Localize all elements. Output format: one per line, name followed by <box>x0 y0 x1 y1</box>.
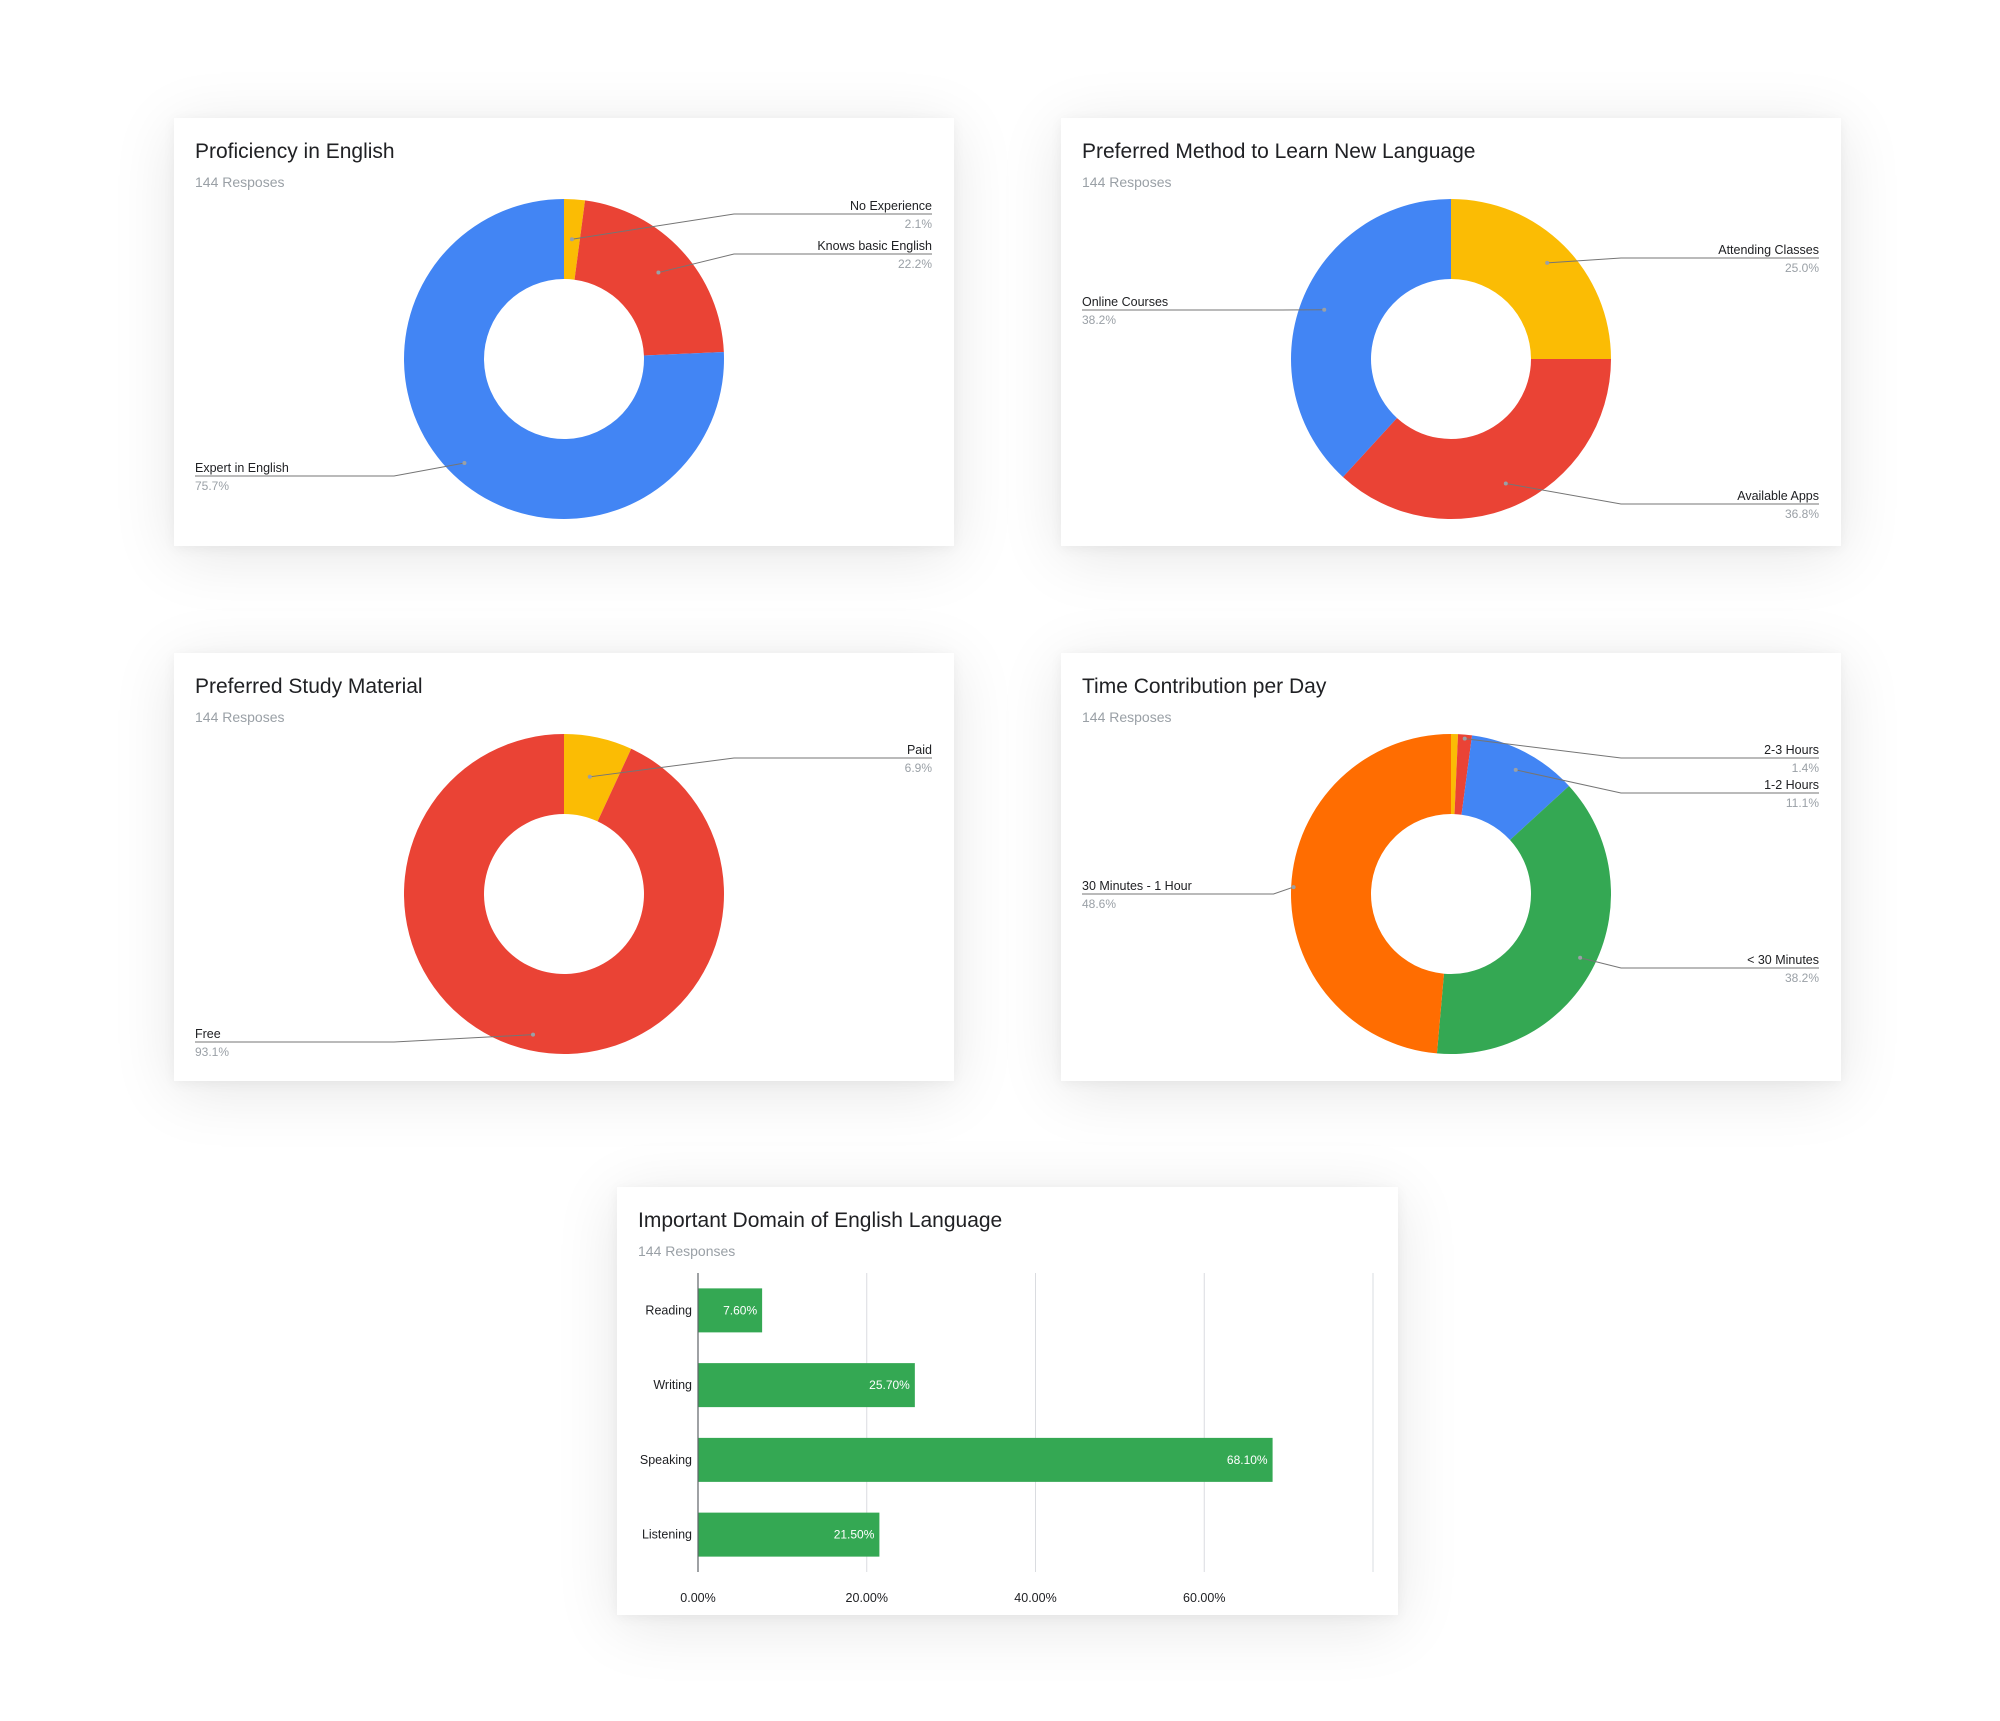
slice-unlabeled <box>1451 734 1459 815</box>
chart-subtitle: 144 Resposes <box>1082 709 1172 725</box>
slice-knows-basic-english <box>574 200 724 356</box>
leader-dot <box>531 1032 536 1037</box>
donut-chart-time-contribution: 2-3 Hours 1.4% 1-2 Hours 11.1% < 30 Minutes 3… <box>1082 734 1820 1054</box>
chart-title: Preferred Study Material <box>195 675 423 698</box>
x-tick-label: 20.00% <box>846 1591 888 1605</box>
slice-online-courses <box>1291 199 1451 478</box>
slice-label: 30 Minutes - 1 Hour <box>1082 879 1192 893</box>
leader-line <box>1464 738 1819 759</box>
leader-line <box>1579 957 1819 969</box>
slice-label: Paid <box>907 743 932 757</box>
category-label: Reading <box>645 1303 692 1317</box>
bar-value-label: 68.10% <box>1227 1453 1268 1467</box>
chart-subtitle: 144 Responses <box>638 1243 736 1259</box>
donut-chart-preferred-method: Attending Classes 25.0% Available Apps 36.8… <box>1082 199 1819 521</box>
x-tick-label: 60.00% <box>1183 1591 1225 1605</box>
slice-label: Available Apps <box>1737 489 1819 503</box>
slice-available-apps <box>1342 359 1611 519</box>
chart-title: Time Contribution per Day <box>1082 675 1327 698</box>
slice-percent: 6.9% <box>905 761 933 775</box>
donut-chart-study-material: Paid 6.9% Free 93.1% <box>195 734 933 1059</box>
chart-card-study-material: Preferred Study Material 144 Resposes Pa… <box>174 653 954 1081</box>
bar-value-label: 7.60% <box>723 1303 757 1317</box>
bar-chart-important-domain: Reading 7.60% Writing 25.70% Speaking 68.10% L… <box>640 1273 1374 1605</box>
chart-title: Preferred Method to Learn New Language <box>1082 140 1476 163</box>
slice-label: < 30 Minutes <box>1747 953 1819 967</box>
donut-chart-proficiency: No Experience 2.1% Knows basic English 22.2… <box>195 199 933 519</box>
x-tick-label: 0.00% <box>680 1591 715 1605</box>
bar-listening <box>698 1512 880 1557</box>
category-label: Speaking <box>640 1453 692 1467</box>
category-label: Writing <box>653 1378 692 1392</box>
leader-dot <box>1503 481 1508 486</box>
slice-percent: 22.2% <box>898 257 932 271</box>
slice-percent: 25.0% <box>1785 261 1819 275</box>
leader-line <box>1082 886 1294 895</box>
chart-card-preferred-method: Preferred Method to Learn New Language 1… <box>1061 118 1841 546</box>
slice-percent: 2.1% <box>905 217 933 231</box>
leader-dot <box>1322 307 1327 312</box>
leader-line <box>1505 482 1819 505</box>
slice-label: 1-2 Hours <box>1764 778 1819 792</box>
bar-reading <box>698 1288 763 1333</box>
leader-dot <box>462 461 467 466</box>
slice-percent: 1.4% <box>1792 761 1820 775</box>
chart-subtitle: 144 Resposes <box>195 709 285 725</box>
chart-title: Proficiency in English <box>195 140 395 163</box>
chart-title: Important Domain of English Language <box>638 1209 1003 1232</box>
leader-dot <box>569 237 574 242</box>
chart-card-proficiency: Proficiency in English 144 Resposes No E… <box>174 118 954 546</box>
leader-dot <box>587 774 592 779</box>
leader-line <box>195 462 465 477</box>
slice-percent: 75.7% <box>195 479 229 493</box>
slice-label: Free <box>195 1027 221 1041</box>
leader-line <box>195 1034 534 1043</box>
leader-dot <box>1578 955 1583 960</box>
chart-card-time-contribution: Time Contribution per Day 144 Resposes 2… <box>1061 653 1841 1081</box>
leader-line <box>658 253 932 274</box>
leader-line <box>571 213 932 240</box>
slice-label: Expert in English <box>195 461 289 475</box>
bar-value-label: 25.70% <box>869 1378 910 1392</box>
slice-attending-classes <box>1451 199 1611 359</box>
x-tick-label: 40.00% <box>1014 1591 1056 1605</box>
slice-percent: 38.2% <box>1785 971 1819 985</box>
slice-percent: 11.1% <box>1786 796 1819 810</box>
bar-writing <box>698 1363 915 1408</box>
slice-percent: 93.1% <box>195 1045 229 1059</box>
leader-line <box>589 757 932 778</box>
slice-label: Knows basic English <box>817 239 932 253</box>
leader-dot <box>656 270 661 275</box>
chart-card-important-domain: Important Domain of English Language 144… <box>617 1187 1398 1615</box>
slice-percent: 48.6% <box>1082 897 1116 911</box>
chart-subtitle: 144 Resposes <box>1082 174 1172 190</box>
leader-dot <box>1545 260 1550 265</box>
slice-2-3-hours <box>1454 734 1473 815</box>
slice-label: Attending Classes <box>1718 243 1819 257</box>
slice-paid <box>564 734 632 822</box>
bar-speaking <box>698 1437 1273 1482</box>
slice-label: 2-3 Hours <box>1764 743 1819 757</box>
slice-label: No Experience <box>850 199 932 213</box>
category-label: Listening <box>642 1528 692 1542</box>
leader-dot <box>1462 736 1467 741</box>
slice-free <box>404 734 724 1054</box>
leader-dot <box>1291 885 1296 890</box>
slice-30-minutes-1-hour <box>1290 734 1451 1054</box>
bar-value-label: 21.50% <box>834 1528 875 1542</box>
slice-1-2-hours <box>1461 735 1570 840</box>
leader-dot <box>1513 767 1518 772</box>
slice-30-minutes <box>1436 785 1611 1054</box>
chart-subtitle: 144 Resposes <box>195 174 285 190</box>
slice-percent: 36.8% <box>1785 507 1819 521</box>
leader-line <box>1515 769 1819 794</box>
slice-label: Online Courses <box>1082 295 1168 309</box>
leader-line <box>1547 257 1819 264</box>
slice-percent: 38.2% <box>1082 313 1116 327</box>
slice-expert-in-english <box>404 199 724 519</box>
